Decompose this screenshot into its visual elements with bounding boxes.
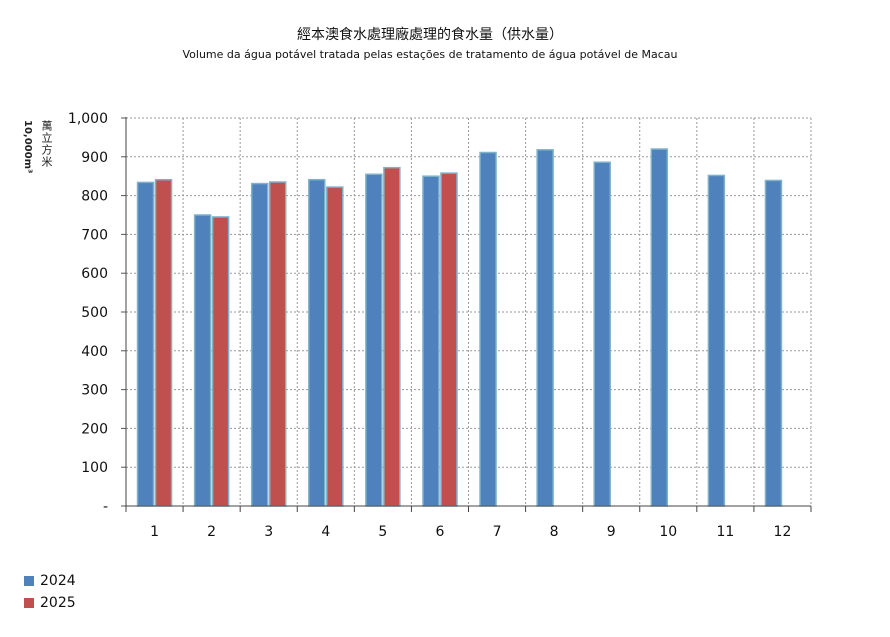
bar-2025-1	[154, 178, 173, 507]
x-tick-label: 3	[264, 524, 273, 540]
bar-2024-8	[536, 149, 554, 507]
y-tick-label: -	[103, 499, 108, 515]
x-tick-label: 1	[150, 524, 159, 540]
legend-swatch-2024	[24, 576, 34, 586]
y-tick-label: 600	[81, 266, 108, 282]
y-tick-label: 1,000	[68, 111, 108, 127]
x-tick-label: 11	[716, 524, 734, 540]
x-tick-label: 4	[321, 524, 330, 540]
legend-swatch-2025	[24, 598, 34, 608]
legend-item-2025: 2025	[24, 595, 76, 611]
x-tick-label: 7	[493, 524, 502, 540]
y-tick-label: 700	[81, 227, 108, 243]
bar-2025-6	[440, 172, 458, 507]
bar-2024-9	[593, 161, 611, 507]
legend-label-2025: 2025	[40, 595, 76, 611]
x-tick-label: 10	[659, 524, 677, 540]
y-tick-label: 300	[81, 383, 108, 399]
chart-title: 經本澳食水處理廠處理的食水量（供水量）	[297, 27, 563, 43]
bar-2024-7	[479, 151, 497, 507]
y-tick-label: 100	[81, 460, 108, 476]
bar-2024-2	[193, 214, 212, 507]
bar-2024-1	[136, 181, 155, 507]
x-tick-label: 5	[378, 524, 387, 540]
y-tick-label: 900	[81, 150, 108, 166]
x-tick-label: 2	[207, 524, 216, 540]
bar-2025-5	[383, 166, 401, 507]
y-tick-label: 400	[81, 344, 108, 360]
y-tick-label: 200	[81, 421, 108, 437]
bar-2024-5	[365, 173, 383, 507]
bar-2024-6	[422, 175, 440, 507]
y-tick-label: 500	[81, 305, 108, 321]
bar-2025-3	[268, 181, 287, 507]
bar-2024-4	[308, 178, 326, 507]
x-tick-label: 12	[774, 524, 792, 540]
bar-2025-2	[211, 216, 230, 507]
x-tick-label: 9	[607, 524, 616, 540]
chart-subtitle: Volume da água potável tratada pelas est…	[182, 48, 678, 61]
y-tick-label: 800	[81, 189, 108, 205]
bar-2024-3	[250, 182, 269, 507]
y-axis-unit-en: 10,000m³	[22, 120, 33, 174]
bar-2024-10	[650, 148, 669, 507]
bar-2024-11	[707, 174, 726, 507]
legend-label-2024: 2024	[40, 573, 76, 589]
y-axis-unit-zh: 萬立方米	[40, 120, 53, 168]
legend-item-2024: 2024	[24, 573, 76, 589]
x-tick-label: 8	[550, 524, 559, 540]
bar-2024-12	[764, 179, 783, 507]
x-tick-label: 6	[435, 524, 444, 540]
bar-2025-4	[326, 186, 344, 507]
